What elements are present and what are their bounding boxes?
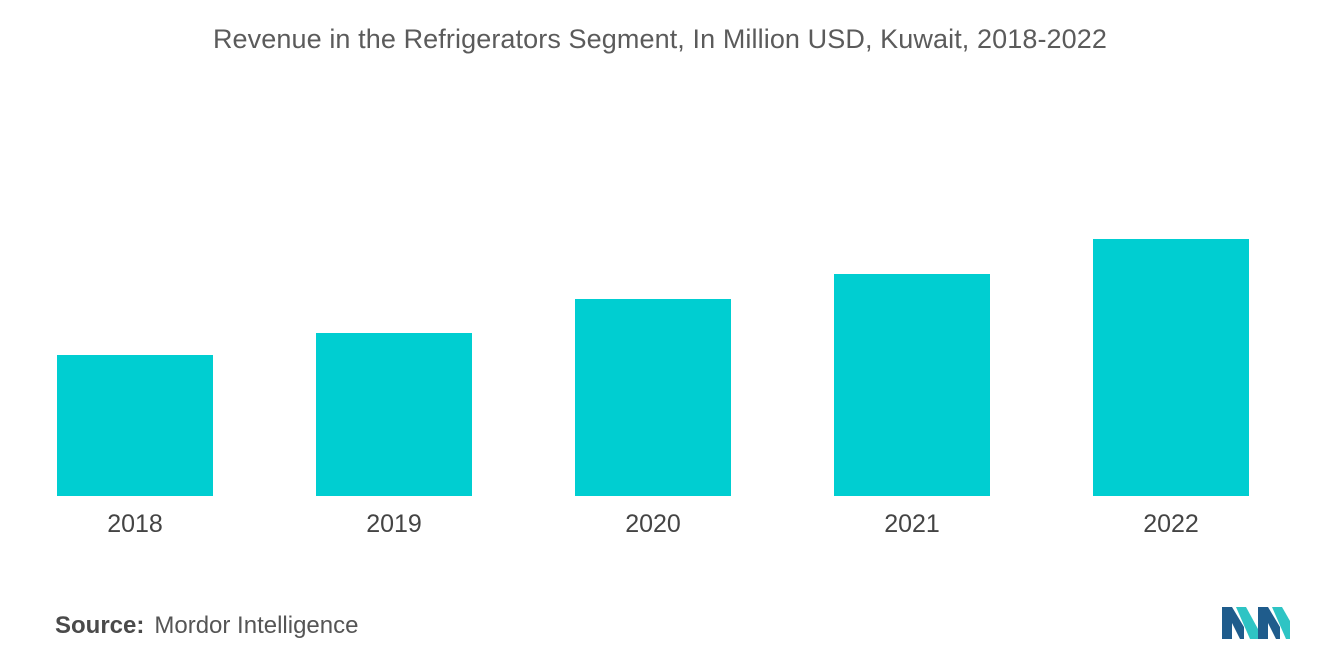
bar-2021 [834, 274, 990, 496]
x-tick-label: 2021 [884, 510, 940, 538]
source-line: Source: Mordor Intelligence [55, 612, 358, 640]
bar-2019 [316, 333, 472, 496]
source-label: Source: [55, 612, 145, 639]
chart-title: Revenue in the Refrigerators Segment, In… [212, 24, 1108, 54]
x-tick-label: 2022 [1143, 510, 1199, 538]
bar-2022 [1093, 239, 1249, 496]
bar-2018 [57, 355, 213, 496]
mordor-intelligence-logo-icon [1222, 607, 1290, 639]
bar-2020 [575, 299, 731, 496]
x-tick-label: 2019 [366, 510, 422, 538]
source-text: Mordor Intelligence [154, 612, 359, 639]
x-tick-label: 2020 [625, 510, 681, 538]
x-tick-label: 2018 [107, 510, 163, 538]
